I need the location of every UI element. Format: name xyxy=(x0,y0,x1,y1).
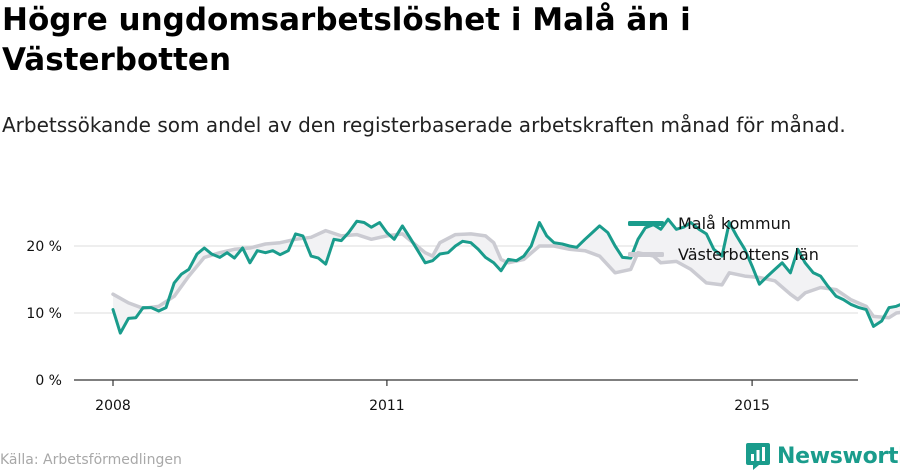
x-tick-label: 2008 xyxy=(95,398,131,414)
difference-area xyxy=(113,219,900,334)
legend-swatch xyxy=(628,252,664,257)
legend-label: Malå kommun xyxy=(678,214,791,233)
series-line-vasterbotten xyxy=(111,228,900,320)
chart-title: Högre ungdomsarbetslöshet i Malå än i Vä… xyxy=(2,2,691,78)
legend-label: Västerbottens län xyxy=(678,245,819,264)
x-axis xyxy=(74,379,858,386)
series-line-mala xyxy=(111,217,900,335)
series-lines xyxy=(111,217,900,335)
difference-band xyxy=(113,219,900,334)
chart-subtitle: Arbetssökande som andel av den registerb… xyxy=(2,113,846,137)
tick-labels: 0 %10 %20 %20082011201520182021 xyxy=(26,239,770,414)
brand-name: Newsworthy xyxy=(777,443,900,469)
legend-swatch xyxy=(628,221,664,226)
newsworthy-logo-icon xyxy=(746,443,770,470)
y-tick-label: 10 % xyxy=(26,306,62,322)
y-tick-label: 20 % xyxy=(26,239,62,255)
legend: Malå kommun Västerbottens län xyxy=(628,214,819,264)
brand[interactable]: Newsworthy xyxy=(745,441,900,471)
source-note: Källa: Arbetsförmedlingen xyxy=(0,452,182,468)
x-tick-label: 2011 xyxy=(369,398,405,414)
x-tick-label: 2015 xyxy=(734,398,770,414)
y-tick-label: 0 % xyxy=(35,373,62,389)
